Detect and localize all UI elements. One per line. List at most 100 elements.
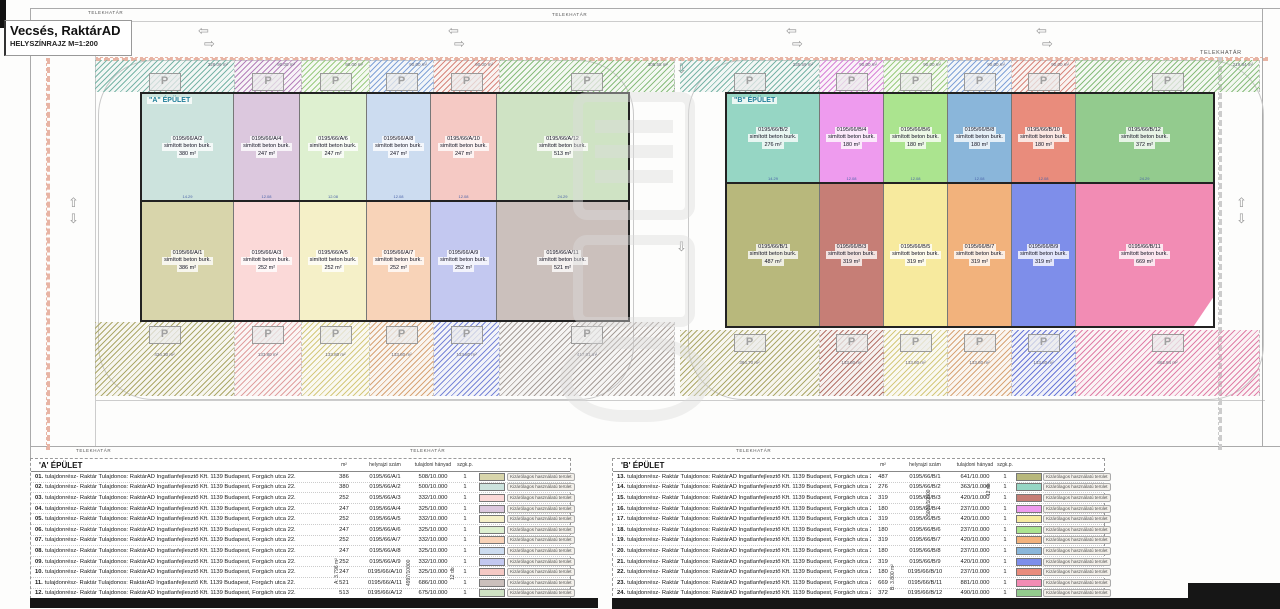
table-row: 23. tulajdonrész- Raktár Tulajdonos: Rakt… — [613, 576, 1111, 588]
warehouse-unit: 0195/66/B/7 simított beton burk. 319 m² — [948, 184, 1012, 326]
szgkp-cell: 1 — [463, 516, 467, 523]
unit-area: 247 m² — [255, 150, 278, 159]
parking-stall: 90.00 m² P — [884, 60, 948, 92]
table-row: 20. tulajdonrész- Raktár Tulajdonos: Rakt… — [613, 545, 1111, 556]
parking-area-label: 384.70 m² — [739, 360, 760, 365]
owner-cell: 07. tulajdonrész- Raktár Tulajdonos: Rakt… — [35, 537, 296, 544]
color-swatch — [1016, 472, 1042, 481]
table-row: 05. tulajdonrész- Raktár Tulajdonos: Rakt… — [31, 513, 575, 524]
owner-cell: 02. tulajdonrész- Raktár Tulajdonos: Rakt… — [35, 484, 296, 491]
use-cell: Kizárólagos használatú terület — [1043, 515, 1111, 524]
owner-cell: 06. tulajdonrész- Raktár Tulajdonos: Rakt… — [35, 526, 296, 533]
use-label: Kizárólagos használatú terület — [507, 493, 575, 502]
hanyad-cell: 237/10.000 — [960, 505, 990, 512]
warehouse-unit: 0195/66/A/5 simított beton burk. 252 m² — [300, 202, 367, 320]
title-bar-right — [612, 598, 1280, 609]
owner-cell: 18. tulajdonrész- Raktár Tulajdonos: Rakt… — [617, 526, 871, 533]
use-cell: Kizárólagos használatú terület — [1043, 536, 1111, 545]
unit-label: 0195/66/B/11 simított beton burk. 669 m² — [1119, 243, 1170, 267]
use-label: Kizárólagos használatú terület — [1043, 546, 1111, 555]
unit-hrsz: 0195/66/B/9 — [1026, 243, 1061, 252]
unit-surface: simított beton burk. — [1018, 251, 1069, 259]
unit-label: 0195/66/A/10 simított beton burk. 247 m² — [438, 135, 489, 159]
use-cell: Kizárólagos használatú terület — [1043, 472, 1111, 481]
color-swatch — [1016, 557, 1042, 566]
warehouse-unit: 0195/66/A/3 simított beton burk. 252 m² — [234, 202, 300, 320]
hrsz-cell: 0195/66/A/11 — [367, 579, 403, 586]
use-cell: Kizárólagos használatú terület — [1043, 546, 1111, 555]
m2-cell: 276 — [878, 484, 888, 491]
sheet-corner-mark — [0, 0, 6, 28]
title-bar-left — [30, 598, 598, 608]
szgkp-cell: 1 — [1003, 473, 1007, 480]
swatch-cell — [1015, 578, 1043, 587]
col-hanyad: tulajdoni hányad — [414, 462, 452, 468]
szgkp-cell: 1 — [463, 473, 467, 480]
use-cell: Kizárólagos használatú terület — [507, 525, 575, 534]
color-swatch — [479, 515, 505, 524]
parking-icon: P — [1027, 73, 1060, 91]
unit-label: 0195/66/A/6 simított beton burk. 247 m² — [307, 135, 359, 159]
telekhatar-label: TELEKHATÁR — [1200, 50, 1242, 56]
warehouse-unit: 0195/66/B/1 simított beton burk. 487 m² — [727, 184, 820, 326]
color-swatch — [1016, 483, 1042, 492]
swatch-cell — [1015, 515, 1043, 524]
use-cell: Kizárólagos használatú terület — [1043, 568, 1111, 577]
parking-area-label: 133.80 m² — [257, 352, 279, 357]
hrsz-cell: 0195/66/A/6 — [369, 526, 401, 533]
m2-cell: 180 — [878, 569, 888, 576]
parking-stall: P 417.01 m² — [500, 322, 675, 396]
hanyad-cell: 420/10.000 — [960, 558, 990, 565]
unit-surface: simított beton burk. — [826, 251, 877, 259]
m2-cell: 247 — [339, 505, 349, 512]
parking-icon: P — [450, 326, 483, 344]
boundary-line — [30, 8, 1280, 9]
parking-icon: P — [571, 326, 603, 344]
table-row: 17. tulajdonrész- Raktár Tulajdonos: Rakt… — [613, 513, 1111, 524]
szgkp-cell: 1 — [463, 547, 467, 554]
unit-label: 0195/66/B/1 simított beton burk. 487 m² — [747, 243, 799, 267]
color-swatch — [1016, 525, 1042, 534]
owner-cell: 17. tulajdonrész- Raktár Tulajdonos: Rakt… — [617, 516, 871, 523]
hanyad-cell: 675/10.000 — [418, 590, 448, 597]
warehouse-unit: 0195/66/A/6 simított beton burk. 247 m² … — [300, 94, 367, 200]
unit-surface: simított beton burk. — [747, 134, 799, 142]
owner-cell: 11. tulajdonrész- Raktár Tulajdonos: Rakt… — [35, 579, 296, 586]
hanyad-cell: 686/10.000 — [418, 579, 448, 586]
warehouse-unit: 0195/66/B/5 simított beton burk. 319 m² — [884, 184, 948, 326]
parking-area-label: 90.00 m² — [475, 62, 493, 67]
unit-label: 0195/66/B/10 simított beton burk. 180 m² — [1018, 126, 1069, 150]
parking-icon: P — [319, 326, 352, 344]
direction-arrow-left-icon: ⇦ — [786, 23, 797, 38]
hanyad-cell: 420/10.000 — [960, 537, 990, 544]
dimension-label: 12.08 — [327, 194, 338, 199]
swatch-cell — [477, 483, 507, 492]
unit-label: 0195/66/A/4 simított beton burk. 247 m² — [241, 135, 292, 159]
unit-label: 0195/66/B/7 simított beton burk. 319 m² — [954, 243, 1005, 267]
parking-icon: P — [385, 73, 418, 91]
unit-label: 0195/66/A/1 simított beton burk. 386 m² — [162, 249, 213, 273]
unit-surface: simított beton burk. — [241, 143, 292, 151]
color-swatch — [479, 557, 505, 566]
hrsz-cell: 0195/66/A/7 — [369, 537, 401, 544]
setback-line — [46, 58, 50, 450]
parking-stall: 90.00 m² P — [235, 60, 302, 92]
m2-cell: 669 — [878, 579, 888, 586]
owner-cell: 22. tulajdonrész- Raktár Tulajdonos: Rakt… — [617, 569, 871, 576]
warehouse-unit: 0195/66/B/10 simított beton burk. 180 m²… — [1012, 94, 1076, 182]
unit-hrsz: 0195/66/A/4 — [249, 135, 284, 144]
unit-label: 0195/66/B/2 simított beton burk. 276 m² — [747, 126, 799, 150]
hrsz-cell: 0195/66/A/2 — [369, 484, 401, 491]
hrsz-cell: 0195/66/B/9 — [909, 558, 941, 565]
swatch-cell — [1015, 472, 1043, 481]
parking-stall: P 133.80 m² — [948, 330, 1012, 396]
warehouse-unit: 0195/66/A/4 simított beton burk. 247 m² … — [234, 94, 300, 200]
unit-label: 0195/66/B/12 simított beton burk. 372 m² — [1119, 126, 1170, 150]
boundary-line — [30, 21, 1262, 22]
use-cell: Kizárólagos használatú terület — [1043, 578, 1111, 587]
m2-cell: 180 — [878, 505, 888, 512]
table-a-header: 'A' ÉPÜLET m² helyrajzi szám tulajdoni h… — [31, 459, 570, 472]
use-cell: Kizárólagos használatú terület — [1043, 589, 1111, 598]
sum-szgkp-b: 12 db — [986, 483, 992, 496]
sum-hanyad-a: 4997/10000 — [406, 559, 412, 586]
